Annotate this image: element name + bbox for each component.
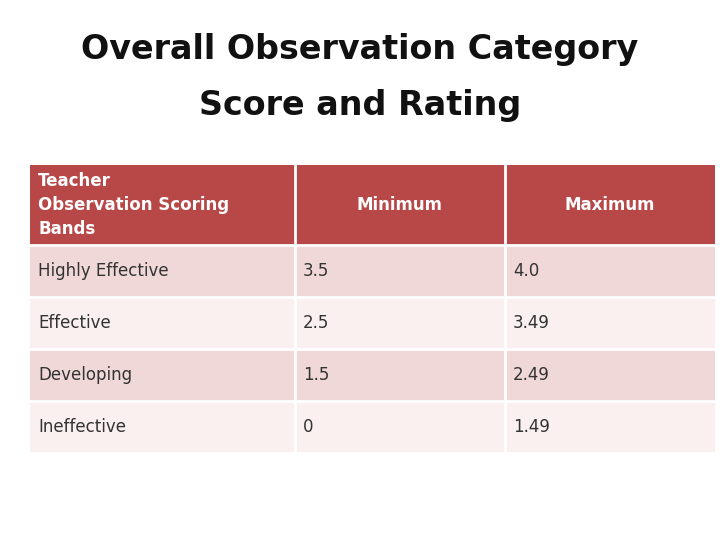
Bar — [295, 297, 505, 349]
Text: 4.0: 4.0 — [513, 262, 539, 280]
Bar — [295, 401, 505, 453]
Bar — [30, 245, 295, 297]
Bar — [295, 165, 505, 245]
Text: Effective: Effective — [38, 314, 111, 332]
Text: 2.5: 2.5 — [303, 314, 329, 332]
Text: Highly Effective: Highly Effective — [38, 262, 168, 280]
Text: 1.5: 1.5 — [303, 366, 329, 384]
Bar — [505, 165, 715, 245]
Text: 3.49: 3.49 — [513, 314, 550, 332]
Text: Overall Observation Category: Overall Observation Category — [81, 33, 639, 66]
Text: Maximum: Maximum — [564, 196, 655, 214]
Bar — [30, 165, 295, 245]
Text: Score and Rating: Score and Rating — [199, 89, 521, 122]
Bar — [30, 297, 295, 349]
Bar — [505, 401, 715, 453]
Bar — [30, 349, 295, 401]
Bar — [505, 349, 715, 401]
Text: Minimum: Minimum — [357, 196, 443, 214]
Bar — [505, 245, 715, 297]
Text: Teacher
Observation Scoring
Bands: Teacher Observation Scoring Bands — [38, 172, 229, 238]
Text: Developing: Developing — [38, 366, 132, 384]
Bar — [505, 297, 715, 349]
Text: 2.49: 2.49 — [513, 366, 550, 384]
Text: 3.5: 3.5 — [303, 262, 329, 280]
Bar — [30, 401, 295, 453]
Bar — [295, 245, 505, 297]
Text: Ineffective: Ineffective — [38, 418, 126, 436]
Text: 1.49: 1.49 — [513, 418, 550, 436]
Text: 0: 0 — [303, 418, 313, 436]
Bar — [295, 349, 505, 401]
